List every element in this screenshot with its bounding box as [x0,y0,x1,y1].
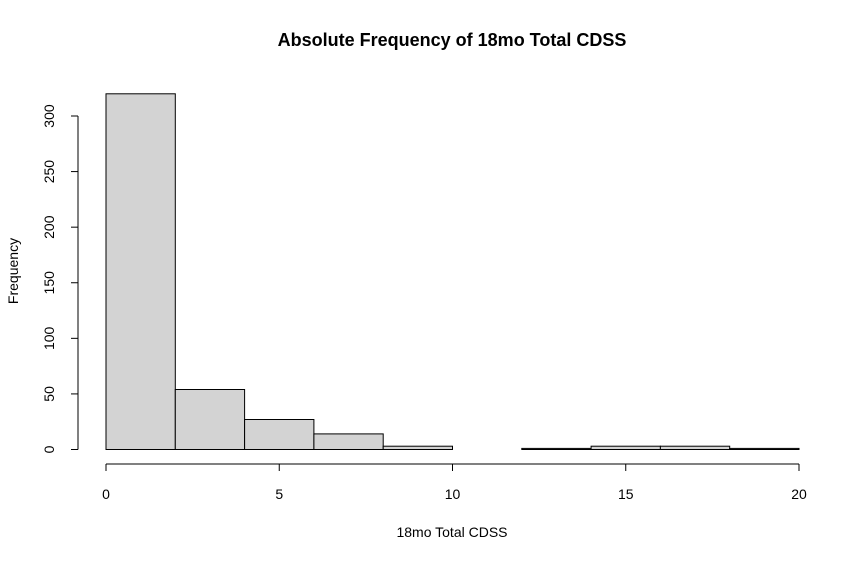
y-tick-label-0: 0 [41,445,57,453]
histogram-bar-1 [174,389,246,450]
y-tick-label-3: 150 [41,271,57,295]
x-tick-label-4: 20 [791,486,807,502]
histogram-bar-7 [590,445,661,451]
x-tick-label-0: 0 [102,486,110,502]
y-tick-label-1: 50 [41,386,57,402]
y-axis: 0 50 100 150 200 250 300 [41,104,79,453]
x-tick-label-1: 5 [275,486,283,502]
bars-group [105,93,800,451]
y-tick-label-6: 300 [41,104,57,128]
y-axis-label: Frequency [5,238,21,304]
x-axis-label: 18mo Total CDSS [396,524,507,540]
histogram-bar-8 [659,445,731,451]
histogram-bar-6 [521,447,592,450]
x-tick-label-2: 10 [445,486,461,502]
histogram-bar-0 [105,93,176,451]
x-axis: 0 5 10 15 20 [102,463,807,502]
histogram-bar-4 [382,445,454,451]
x-tick-label-3: 15 [618,486,634,502]
histogram-bar-3 [313,433,384,450]
y-tick-label-4: 200 [41,215,57,239]
y-tick-label-2: 100 [41,326,57,350]
chart-title: Absolute Frequency of 18mo Total CDSS [278,30,627,50]
histogram-bar-2 [244,419,315,450]
histogram-bar-9 [729,447,800,450]
y-tick-label-5: 250 [41,160,57,184]
